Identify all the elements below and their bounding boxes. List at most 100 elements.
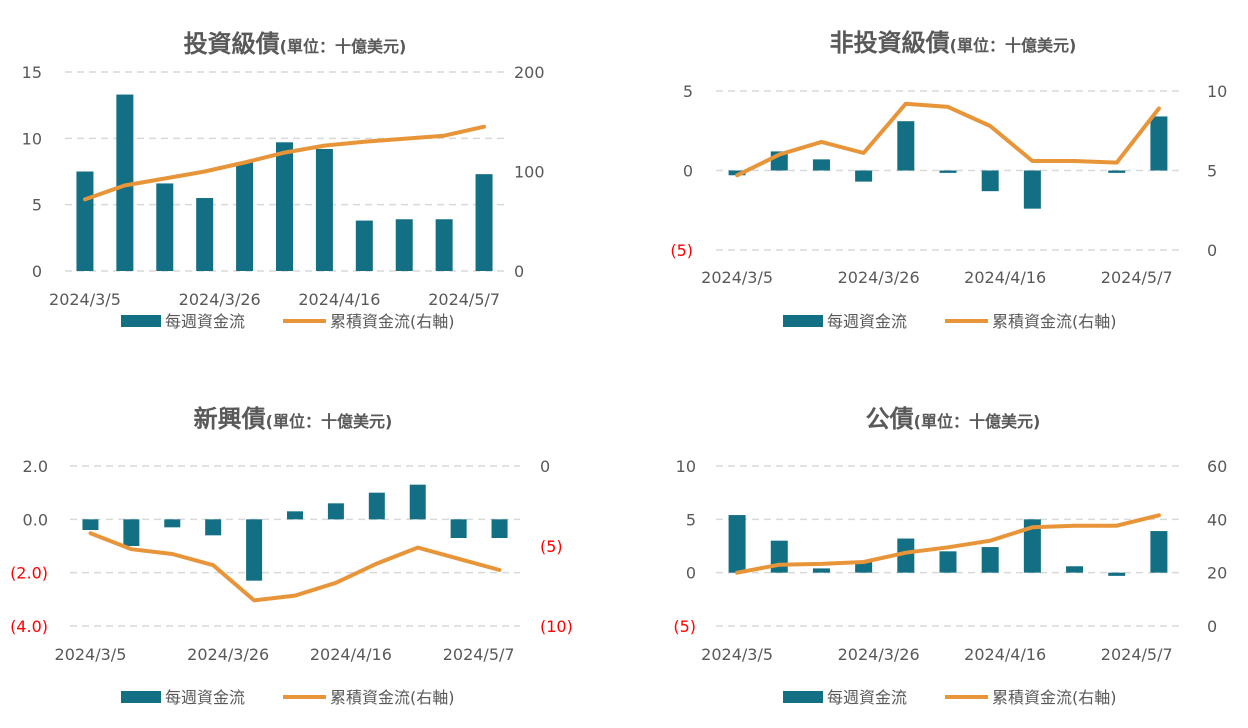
chart-panel-emerging-market: 新興債(單位：十億美元) (4.0) (2.0) 0.0 2.0 (10) (5) 0 2024…	[10, 405, 573, 707]
x-axis-tick-label: 2024/3/26	[838, 268, 920, 287]
chart-title-main: 公債	[866, 405, 914, 433]
legend: 每週資金流 累積資金流(右軸)	[783, 312, 1117, 331]
bar-weekly-flow	[981, 170, 999, 192]
bar-weekly-flow	[1150, 531, 1168, 573]
right-axis-tick-label: (5)	[540, 537, 563, 556]
x-axis-tick-label: 2024/3/26	[838, 645, 920, 664]
left-axis-tick-label: 5	[683, 82, 693, 101]
bar-weekly-flow	[164, 519, 181, 528]
bar-weekly-flow	[196, 198, 214, 271]
bar-weekly-flow	[409, 484, 426, 520]
chart-panel-high-yield: 非投資級債(單位：十億美元) (5) 0 5 0 5 10 2024/3/5 2024/3/26…	[670, 29, 1227, 331]
x-axis-tick-label: 2024/4/16	[964, 645, 1046, 664]
bar-weekly-flow	[812, 159, 830, 171]
bar-weekly-flow	[246, 519, 263, 581]
chart-title-main: 新興債	[194, 405, 266, 433]
legend-bar-label: 每週資金流	[165, 688, 245, 707]
bar-weekly-flow	[276, 142, 293, 271]
bar-weekly-flow	[355, 220, 373, 271]
chart-panel-government: 公債(單位：十億美元) (5) 0 5 10 0 20 40 60 2024/3/5 2024/3/…	[673, 405, 1227, 707]
line-cumulative-flow	[735, 101, 1161, 178]
bar-weekly-flow	[475, 174, 493, 271]
left-axis-tick-label: 0.0	[23, 510, 48, 529]
chart-title-main: 投資級債	[184, 30, 280, 58]
right-axis-tick-label: 10	[1207, 82, 1227, 101]
x-axis-tick-label: 2024/3/5	[55, 645, 127, 664]
x-axis-tick-label: 2024/3/5	[701, 645, 773, 664]
line-cumulative-flow	[735, 513, 1161, 575]
right-axis-tick-label: 100	[514, 163, 545, 182]
bar-weekly-flow	[236, 162, 254, 271]
legend-bar-swatch	[121, 691, 161, 703]
bar-weekly-flow	[939, 551, 957, 573]
left-axis-tick-label: (5)	[670, 241, 693, 260]
right-axis-tick-label: (10)	[540, 617, 573, 636]
bar-weekly-flow	[368, 492, 385, 520]
bar-weekly-flow	[116, 94, 134, 271]
bar-weekly-flow	[1108, 572, 1126, 576]
bar-weekly-flow	[981, 547, 999, 573]
legend-line-label: 累積資金流(右軸)	[330, 312, 455, 331]
chart-title-unit: (單位：十億美元)	[266, 412, 393, 431]
bar-weekly-flow	[82, 519, 99, 530]
x-axis-tick-label: 2024/4/16	[310, 645, 392, 664]
x-axis-tick-label: 2024/3/26	[179, 290, 261, 309]
chart-title-unit: (單位：十億美元)	[280, 37, 407, 56]
left-axis-tick-label: (5)	[673, 617, 696, 636]
chart-title-unit: (單位：十億美元)	[950, 36, 1077, 55]
bar-weekly-flow	[897, 538, 915, 573]
x-axis-tick-label: 2024/5/7	[1101, 645, 1173, 664]
chart-title-unit: (單位：十億美元)	[914, 412, 1041, 431]
chart-title: 投資級債(單位：十億美元)	[184, 30, 407, 58]
chart-title: 公債(單位：十億美元)	[866, 405, 1041, 433]
legend-line-label: 累積資金流(右軸)	[992, 688, 1117, 707]
right-axis-tick-label: 0	[540, 457, 550, 476]
bar-weekly-flow	[897, 121, 915, 171]
right-axis-tick-label: 60	[1207, 457, 1227, 476]
right-axis-tick-label: 40	[1207, 510, 1227, 529]
chart-title: 非投資級債(單位：十億美元)	[830, 29, 1077, 57]
left-axis-tick-label: 5	[686, 510, 696, 529]
bar-weekly-flow	[1023, 170, 1041, 209]
right-axis-tick-label: 200	[514, 63, 545, 82]
right-axis-tick-label: 0	[1207, 617, 1217, 636]
bar-weekly-flow	[491, 519, 508, 538]
bar-weekly-flow	[939, 170, 957, 173]
bar-weekly-flow	[395, 219, 413, 271]
x-axis-tick-label: 2024/3/5	[701, 268, 773, 287]
chart-title-main: 非投資級債	[830, 29, 950, 57]
chart-title: 新興債(單位：十億美元)	[194, 405, 393, 433]
right-axis-tick-label: 0	[1207, 241, 1217, 260]
legend-bar-swatch	[121, 315, 161, 327]
bar-weekly-flow	[1108, 170, 1126, 173]
right-axis-tick-label: 20	[1207, 564, 1227, 583]
bar-weekly-flow	[435, 219, 453, 271]
left-axis-tick-label: 10	[676, 457, 696, 476]
legend: 每週資金流 累積資金流(右軸)	[121, 312, 455, 331]
legend-bar-label: 每週資金流	[827, 312, 907, 331]
bar-weekly-flow	[855, 170, 873, 182]
bar-weekly-flow	[812, 568, 830, 573]
legend-bar-label: 每週資金流	[165, 312, 245, 331]
bar-weekly-flow	[855, 562, 873, 573]
right-axis-tick-label: 0	[514, 262, 524, 281]
left-axis-tick-label: 0	[683, 162, 693, 181]
chart-panel-investment-grade: 投資級債(單位：十億美元) 0 5 10 15 0 100 200 2024/3/5 2024/3…	[22, 30, 545, 331]
bar-weekly-flow	[327, 503, 344, 520]
left-axis-tick-label: 0	[32, 262, 42, 281]
right-axis-tick-label: 5	[1207, 162, 1217, 181]
bar-weekly-flow	[728, 170, 746, 176]
bar-weekly-flow	[76, 171, 94, 271]
legend: 每週資金流 累積資金流(右軸)	[783, 688, 1117, 707]
left-axis-tick-label: 10	[22, 129, 42, 148]
line-cumulative-flow	[83, 124, 486, 202]
left-axis-tick-label: 0	[686, 564, 696, 583]
legend-bar-swatch	[783, 315, 823, 327]
x-axis-tick-label: 2024/5/7	[1101, 268, 1173, 287]
legend-bar-swatch	[783, 691, 823, 703]
x-axis-tick-label: 2024/3/5	[49, 290, 121, 309]
bar-weekly-flow	[156, 183, 174, 271]
left-axis-tick-label: 5	[32, 196, 42, 215]
bar-weekly-flow	[287, 511, 303, 520]
